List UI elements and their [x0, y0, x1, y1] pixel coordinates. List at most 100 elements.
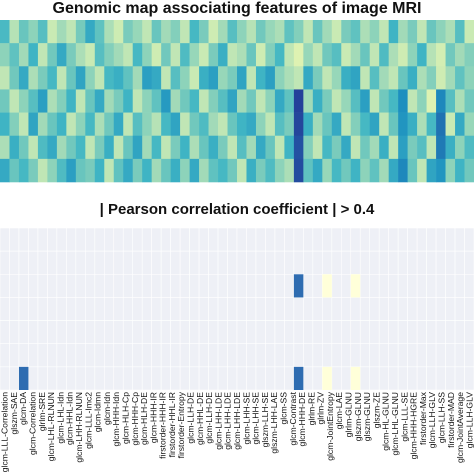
correlation-cell	[284, 250, 295, 275]
heatmap-cell	[255, 89, 266, 113]
correlation-cell	[407, 297, 418, 321]
heatmap-cell	[284, 135, 295, 160]
column-label: glrlm-GLNU	[344, 392, 354, 437]
correlation-cell	[141, 227, 152, 252]
correlation-cell	[9, 366, 20, 391]
heatmap-cell	[142, 135, 152, 160]
correlation-cell	[435, 343, 446, 368]
correlation-cell	[331, 227, 342, 252]
heatmap-cell	[303, 89, 314, 113]
heatmap-cell	[341, 135, 352, 160]
correlation-cell	[284, 320, 295, 345]
heatmap-cell	[47, 89, 58, 113]
correlation-cell	[94, 227, 105, 252]
heatmap-cell	[56, 158, 67, 183]
heatmap-cell	[28, 66, 39, 90]
heatmap-cell	[170, 20, 181, 44]
correlation-cell	[397, 320, 408, 345]
column-label: glcm-Contrast	[288, 391, 298, 445]
heatmap-cell	[398, 43, 408, 67]
column-label: glcm-HHL-DE	[195, 392, 205, 445]
correlation-cell	[151, 320, 162, 345]
correlation-cell	[75, 227, 86, 252]
correlation-cell	[464, 250, 474, 275]
column-label: glszm-GLNU	[353, 392, 363, 441]
correlation-cell	[322, 343, 333, 368]
correlation-cell	[331, 297, 342, 321]
correlation-cell	[66, 297, 77, 321]
heatmap-cell	[189, 89, 200, 113]
heatmap-cell	[303, 158, 314, 183]
heatmap-cell	[170, 158, 181, 183]
correlation-cell-highlight	[18, 366, 29, 390]
heatmap-cell	[28, 20, 39, 44]
heatmap-cell	[426, 66, 437, 90]
heatmap-cell	[331, 66, 342, 90]
heatmap-cell	[379, 158, 389, 183]
heatmap-cell	[331, 20, 342, 44]
correlation-cell	[284, 297, 295, 321]
heatmap-cell	[274, 43, 285, 67]
heatmap-cell	[85, 158, 96, 183]
heatmap-cell	[246, 43, 257, 67]
correlation-cell	[246, 297, 257, 321]
correlation-cell	[208, 227, 219, 252]
heatmap-cell	[426, 89, 437, 113]
heatmap-cell	[341, 66, 352, 90]
column-label: glszm-LHH-LAE	[269, 392, 279, 454]
correlation-cell	[56, 250, 67, 275]
correlation-cell	[217, 250, 228, 275]
heatmap-cell	[170, 112, 181, 137]
heatmap-cell	[265, 43, 276, 67]
correlation-cell	[322, 227, 333, 252]
heatmap-cell	[9, 20, 20, 44]
heatmap-cell	[66, 89, 77, 113]
column-label: glcm-SS	[278, 392, 288, 425]
column-label: glrlm-SRE	[37, 392, 47, 431]
correlation-cell	[189, 297, 200, 321]
column-label: glszm-GLNU	[362, 392, 372, 441]
heatmap-cell	[237, 20, 247, 44]
heatmap-cell	[123, 43, 134, 67]
correlation-cell	[37, 343, 48, 368]
heatmap-cell	[37, 43, 48, 67]
heatmap-cell	[398, 89, 408, 113]
correlation-cell	[284, 227, 295, 252]
correlation-cell	[75, 273, 86, 298]
correlation-cell	[122, 320, 134, 345]
heatmap-cell	[417, 66, 427, 90]
correlation-cell	[388, 227, 399, 252]
heatmap-cell	[303, 20, 314, 44]
heatmap-cell	[227, 20, 238, 44]
correlation-cell	[227, 227, 238, 252]
heatmap-cell	[208, 135, 219, 160]
correlation-cell	[122, 343, 134, 368]
heatmap-cell	[123, 158, 134, 183]
heatmap-cell	[75, 66, 86, 90]
heatmap-cell	[322, 89, 333, 113]
correlation-cell	[331, 250, 342, 275]
column-label: glcm-HHH-Idn	[111, 392, 121, 447]
correlation-cell	[179, 273, 190, 298]
correlation-cell	[236, 273, 247, 298]
correlation-cell	[246, 250, 257, 275]
heatmap-cell	[132, 43, 143, 67]
correlation-cell	[378, 297, 389, 321]
correlation-cell	[312, 273, 323, 298]
heatmap-cell	[388, 20, 399, 44]
heatmap-cell	[18, 158, 29, 183]
column-label: glcm-LHH-LDE	[232, 392, 242, 450]
column-label: firstorder-Entropy	[176, 391, 186, 458]
heatmap-cell	[426, 20, 437, 44]
correlation-cell	[255, 343, 266, 368]
heatmap-cell	[47, 158, 58, 183]
correlation-cell	[9, 227, 20, 252]
correlation-cell	[426, 343, 437, 368]
correlation-cell	[284, 273, 295, 298]
heatmap-cell	[312, 20, 323, 44]
heatmap-cell	[331, 112, 342, 137]
heatmap-cell	[75, 43, 86, 67]
correlation-cell	[416, 343, 427, 368]
correlation-cell	[369, 227, 380, 252]
heatmap-cell	[417, 135, 427, 160]
